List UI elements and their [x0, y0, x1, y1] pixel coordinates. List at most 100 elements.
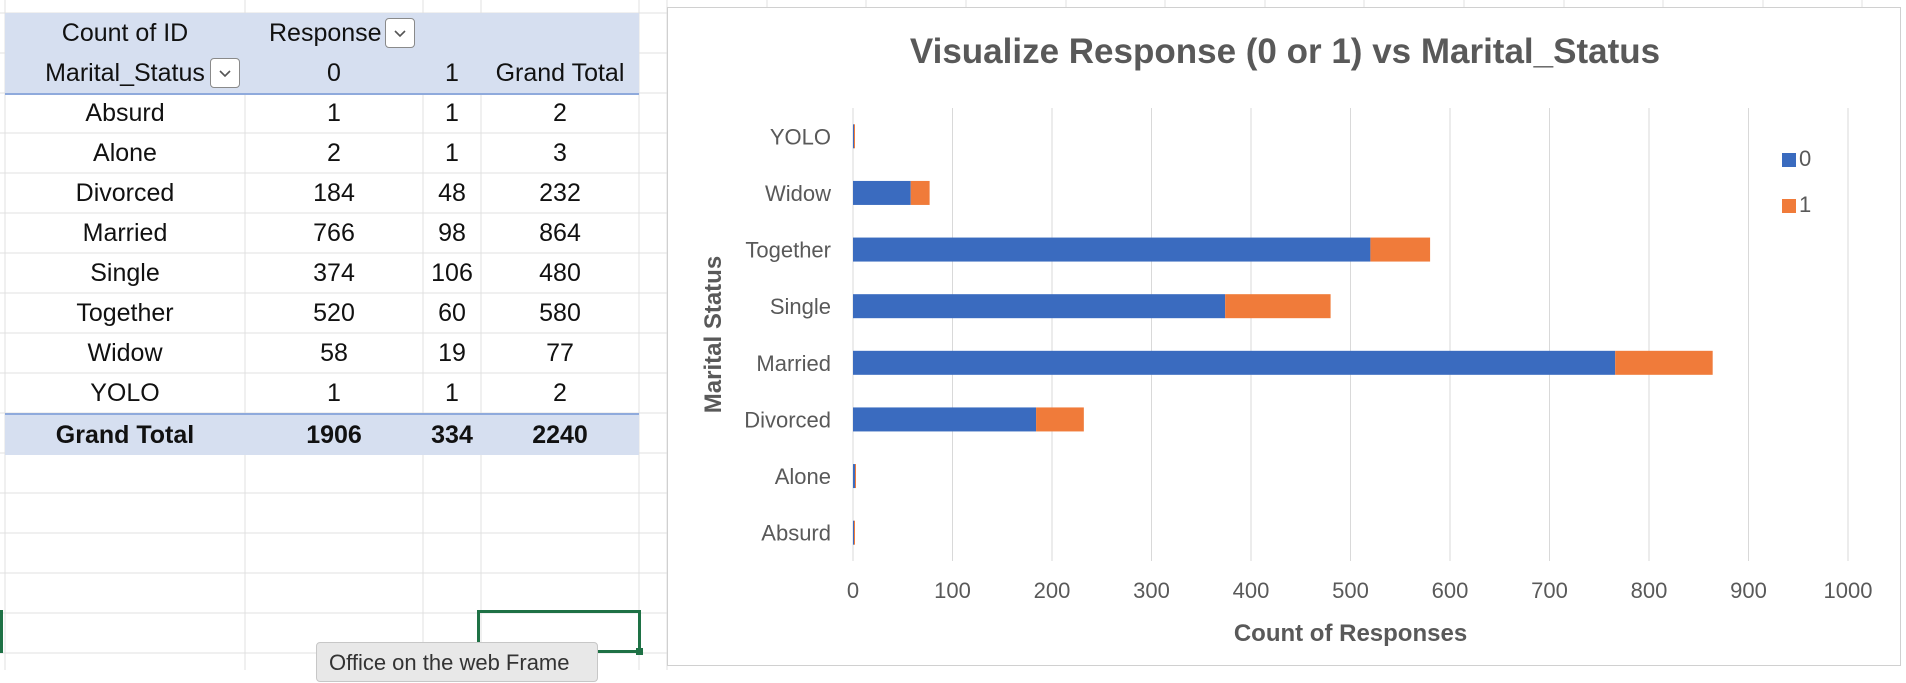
y-axis-label: Marital Status	[700, 256, 727, 413]
cell-grand-total[interactable]: 480	[539, 259, 581, 287]
chart-title: Visualize Response (0 or 1) vs Marital_S…	[909, 32, 1661, 71]
x-tick-label: 900	[1730, 578, 1767, 603]
row-label[interactable]: Divorced	[75, 179, 175, 207]
grand-total-label[interactable]: Grand Total	[55, 421, 195, 449]
x-tick-label: 700	[1531, 578, 1568, 603]
grand-total-row[interactable]: Grand Total 1906 334 2240	[5, 413, 639, 455]
x-tick-label: 200	[1034, 578, 1071, 603]
pivot-row-field-label[interactable]: Marital_Status	[45, 59, 205, 87]
chevron-down-icon	[394, 30, 406, 38]
bar-series-0	[853, 407, 1037, 432]
cell-response-0[interactable]: 520	[313, 299, 355, 327]
pivot-column-field-label[interactable]: Response	[269, 19, 382, 47]
cell-response-1[interactable]: 19	[438, 339, 466, 367]
bar-series-1	[1615, 350, 1713, 375]
bar-series-0	[853, 237, 1371, 262]
cell-response-1[interactable]: 1	[445, 99, 459, 127]
cell-response-0[interactable]: 1	[327, 99, 341, 127]
row-label[interactable]: Widow	[87, 339, 163, 367]
row-label[interactable]: YOLO	[90, 379, 160, 407]
y-tick-label: Single	[770, 294, 831, 319]
chart-plot: 0 100 200 300 400 500 600 700 800 900 1000 Absurd Al…	[700, 108, 1873, 647]
x-tick-label: 800	[1631, 578, 1668, 603]
legend-label: 0	[1799, 146, 1811, 171]
bar-series-1	[1036, 407, 1084, 432]
bar-series-0	[853, 180, 911, 205]
table-row[interactable]: Single 374 106 480	[5, 253, 639, 293]
bar-series-0	[853, 350, 1616, 375]
table-row[interactable]: Together 520 60 580	[5, 293, 639, 333]
grand-total-response-1[interactable]: 334	[431, 421, 473, 449]
y-tick-label: YOLO	[770, 124, 831, 149]
table-row[interactable]: Divorced 184 48 232	[5, 173, 639, 213]
table-row[interactable]: Alone 2 1 3	[5, 133, 639, 173]
row-label[interactable]: Together	[76, 299, 174, 327]
cell-grand-total[interactable]: 2	[553, 379, 567, 407]
cell-grand-total[interactable]: 864	[539, 219, 581, 247]
table-row[interactable]: Widow 58 19 77	[5, 333, 639, 373]
cell-response-0[interactable]: 766	[313, 219, 355, 247]
cell-grand-total[interactable]: 77	[546, 339, 574, 367]
table-row[interactable]: Married 766 98 864	[5, 213, 639, 253]
bar-series-1	[854, 464, 856, 489]
grand-total-overall[interactable]: 2240	[532, 421, 588, 449]
row-label[interactable]: Alone	[93, 139, 157, 167]
cell-response-0[interactable]: 2	[327, 139, 341, 167]
fill-handle[interactable]	[636, 648, 643, 655]
y-tick-label: Divorced	[744, 407, 831, 432]
row-label[interactable]: Married	[82, 219, 168, 247]
response-filter-button[interactable]	[385, 18, 415, 48]
cell-response-1[interactable]: 106	[431, 259, 473, 287]
cell-response-1[interactable]: 98	[438, 219, 466, 247]
cell-grand-total[interactable]: 232	[539, 179, 581, 207]
cell-response-1[interactable]: 1	[445, 139, 459, 167]
cell-grand-total[interactable]: 3	[553, 139, 567, 167]
y-tick-label: Married	[756, 351, 831, 376]
legend-swatch	[1782, 199, 1796, 213]
frame-tooltip: Office on the web Frame	[316, 642, 598, 682]
pivot-col-header-0[interactable]: 0	[327, 59, 341, 87]
selection-edge-marker	[0, 610, 3, 653]
pivot-corner-label[interactable]: Count of ID	[61, 19, 189, 47]
marital-status-filter-button[interactable]	[210, 58, 240, 88]
cell-response-1[interactable]: 60	[438, 299, 466, 327]
bar-series-1	[910, 180, 930, 205]
y-tick-label: Alone	[775, 464, 831, 489]
bar-chart[interactable]: Visualize Response (0 or 1) vs Marital_S…	[667, 7, 1901, 666]
pivot-header-row-1: Count of ID Response	[5, 13, 639, 53]
bar-series-0	[853, 124, 854, 149]
cell-response-0[interactable]: 1	[327, 379, 341, 407]
bar-series-0	[853, 520, 854, 545]
x-tick-label: 600	[1432, 578, 1469, 603]
y-tick-label: Absurd	[761, 521, 831, 546]
cell-response-0[interactable]: 374	[313, 259, 355, 287]
cell-response-0[interactable]: 58	[320, 339, 348, 367]
bar-series-1	[853, 124, 855, 149]
cell-grand-total[interactable]: 2	[553, 99, 567, 127]
y-tick-label: Together	[745, 238, 831, 263]
cell-response-1[interactable]: 48	[438, 179, 466, 207]
y-tick-label: Widow	[765, 181, 831, 206]
pivot-col-header-total[interactable]: Grand Total	[495, 59, 625, 87]
bar-series-1	[1370, 237, 1431, 262]
x-tick-label: 300	[1133, 578, 1170, 603]
row-label[interactable]: Single	[90, 259, 160, 287]
bar-series-0	[853, 294, 1226, 319]
x-tick-label: 500	[1332, 578, 1369, 603]
bar-series-1	[1225, 294, 1331, 319]
cell-response-0[interactable]: 184	[313, 179, 355, 207]
row-label[interactable]: Absurd	[85, 99, 165, 127]
table-row[interactable]: YOLO 1 1 2	[5, 373, 639, 413]
x-tick-label: 400	[1233, 578, 1270, 603]
x-tick-label: 0	[847, 578, 859, 603]
chevron-down-icon	[219, 70, 231, 78]
cell-response-1[interactable]: 1	[445, 379, 459, 407]
x-tick-label: 1000	[1824, 578, 1873, 603]
grand-total-response-0[interactable]: 1906	[306, 421, 362, 449]
cell-grand-total[interactable]: 580	[539, 299, 581, 327]
table-row[interactable]: Absurd 1 1 2	[5, 93, 639, 133]
pivot-col-header-1[interactable]: 1	[445, 59, 459, 87]
x-tick-label: 100	[934, 578, 971, 603]
legend-label: 1	[1799, 192, 1811, 217]
bar-series-0	[853, 464, 855, 489]
